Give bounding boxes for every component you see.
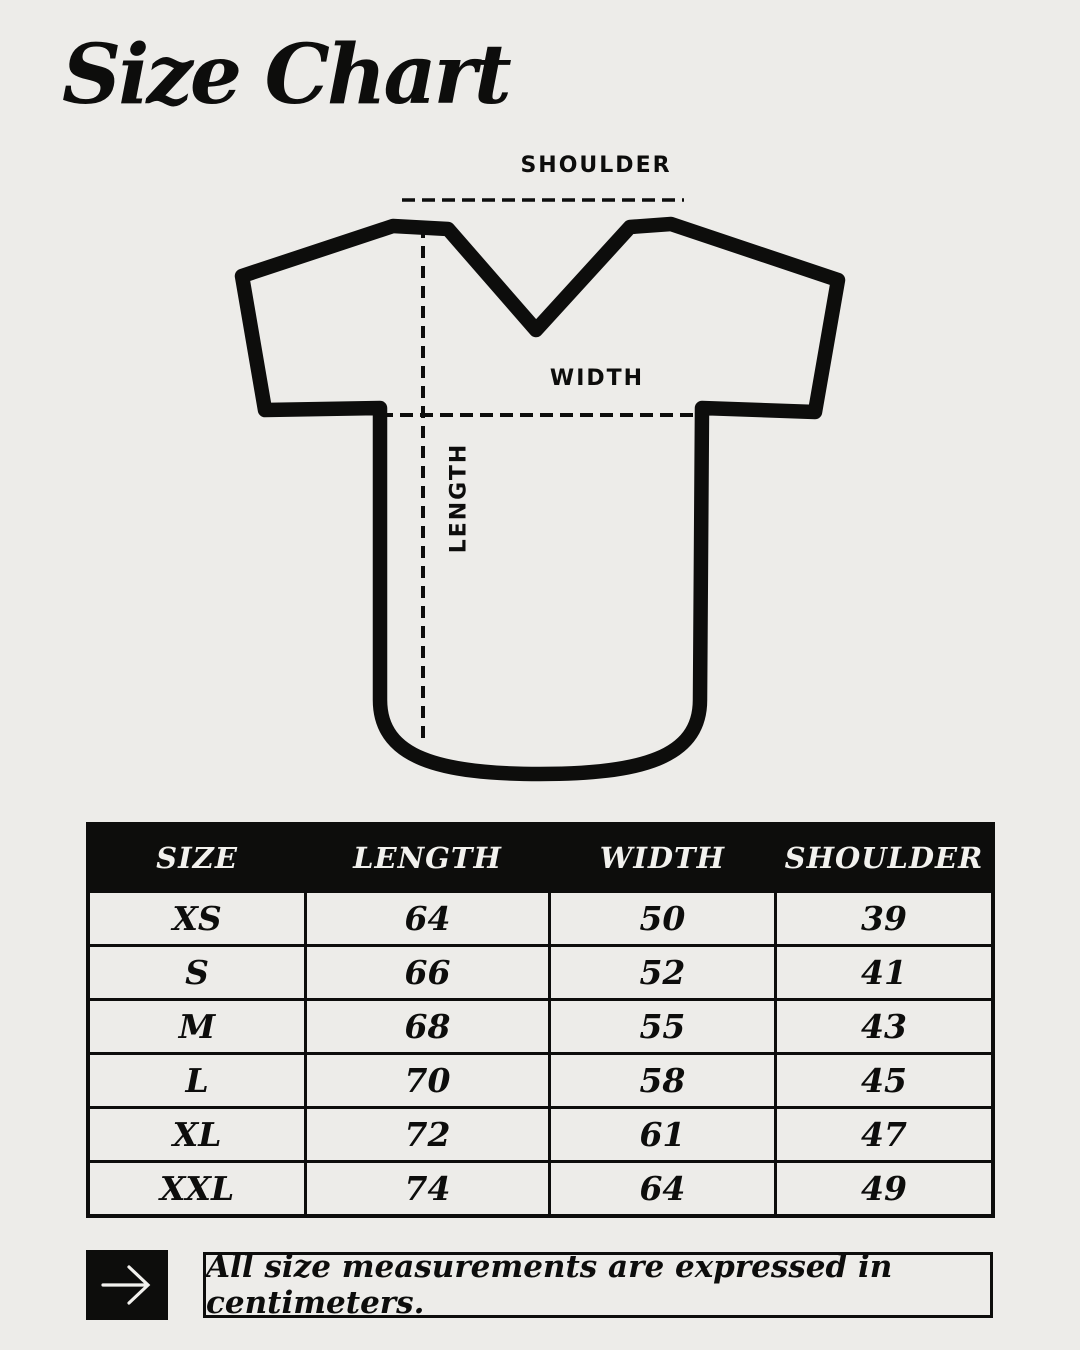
- table-cell-length: 74: [307, 1163, 548, 1214]
- table-cell-width: 61: [550, 1109, 774, 1160]
- table-cell-size: XL: [90, 1109, 305, 1160]
- table-cell-size: S: [90, 947, 305, 998]
- table-cell-width: 55: [550, 1001, 774, 1052]
- column-header-size: SIZE: [90, 826, 305, 890]
- arrow-right-icon: [101, 1265, 151, 1305]
- size-table: SIZE LENGTH WIDTH SHOULDER XS 64 50 39 S…: [86, 822, 995, 1218]
- table-cell-width: 50: [550, 893, 774, 944]
- table-cell-length: 66: [307, 947, 548, 998]
- table-cell-length: 70: [307, 1055, 548, 1106]
- length-label: LENGTH: [446, 442, 472, 554]
- table-cell-width: 52: [550, 947, 774, 998]
- column-header-length: LENGTH: [307, 826, 548, 890]
- table-cell-length: 68: [307, 1001, 548, 1052]
- shoulder-label: SHOULDER: [520, 153, 672, 178]
- table-cell-length: 72: [307, 1109, 548, 1160]
- table-cell-size: M: [90, 1001, 305, 1052]
- tshirt-measurement-diagram: SHOULDER WIDTH LENGTH: [0, 140, 1080, 820]
- arrow-badge: [86, 1250, 168, 1320]
- table-cell-shoulder: 47: [776, 1109, 991, 1160]
- column-header-width: WIDTH: [550, 826, 774, 890]
- table-cell-length: 64: [307, 893, 548, 944]
- table-cell-shoulder: 49: [776, 1163, 991, 1214]
- table-cell-size: L: [90, 1055, 305, 1106]
- table-cell-shoulder: 41: [776, 947, 991, 998]
- measurement-note: All size measurements are expressed in c…: [203, 1249, 993, 1321]
- table-cell-width: 64: [550, 1163, 774, 1214]
- table-cell-width: 58: [550, 1055, 774, 1106]
- table-cell-size: XS: [90, 893, 305, 944]
- table-cell-shoulder: 39: [776, 893, 991, 944]
- tshirt-outline-icon: [234, 198, 846, 782]
- table-cell-size: XXL: [90, 1163, 305, 1214]
- page-title: Size Chart: [62, 27, 512, 123]
- column-header-shoulder: SHOULDER: [776, 826, 991, 890]
- table-cell-shoulder: 45: [776, 1055, 991, 1106]
- measurement-note-text: All size measurements are expressed in c…: [206, 1249, 893, 1321]
- table-cell-shoulder: 43: [776, 1001, 991, 1052]
- width-label: WIDTH: [549, 366, 645, 391]
